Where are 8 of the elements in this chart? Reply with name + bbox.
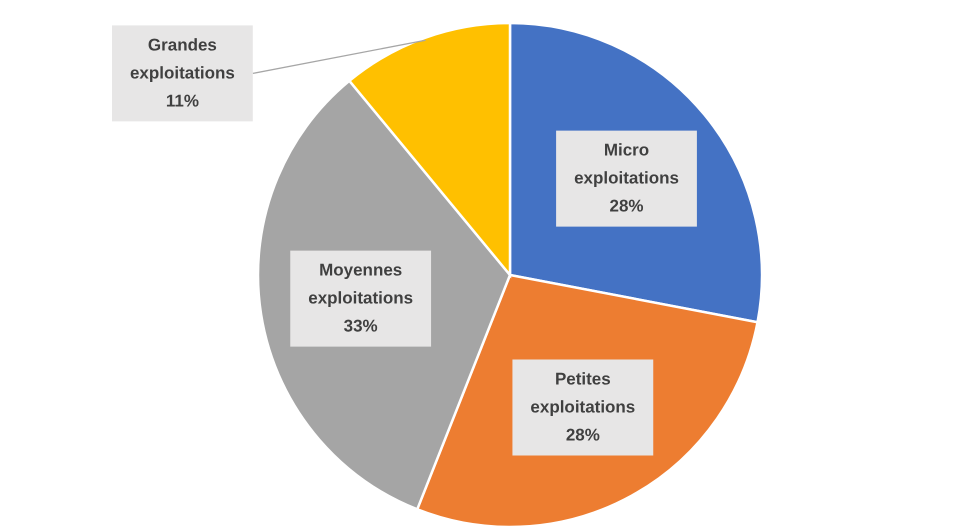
slice-label: Moyennes exploitations xyxy=(308,260,414,308)
slice-label: Micro exploitations xyxy=(574,140,679,188)
data-label: 28% xyxy=(566,426,600,444)
data-label: 11% xyxy=(166,91,199,110)
slice-label: Grandes exploitations xyxy=(130,35,235,82)
data-label: 28% xyxy=(609,196,644,216)
data-label: 33% xyxy=(344,316,378,336)
slice-label: Petites exploitations xyxy=(530,370,636,416)
